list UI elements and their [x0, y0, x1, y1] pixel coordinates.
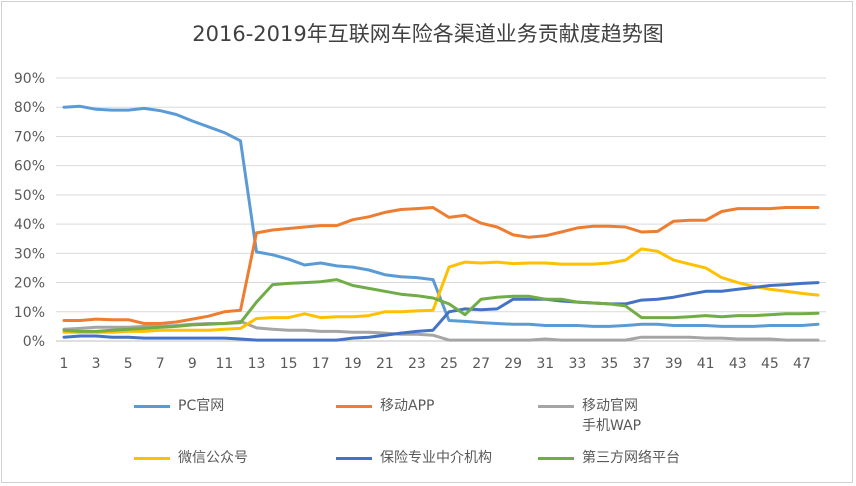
- x-tick-label: 45: [761, 356, 779, 372]
- y-axis-tick-labels: 0% 10% 20% 30% 40% 50% 60% 70% 80% 90%: [14, 71, 45, 350]
- legend-swatch: [336, 405, 372, 408]
- legend-label: 移动APP: [380, 398, 435, 414]
- legend-item: PC官网: [134, 396, 224, 416]
- x-tick-label: 33: [568, 356, 586, 372]
- legend-swatch: [336, 457, 372, 460]
- legend-swatch: [134, 457, 170, 460]
- legend-item: 移动APP: [336, 396, 434, 416]
- y-tick-label: 80%: [14, 100, 45, 116]
- y-tick-label: 60%: [14, 159, 45, 175]
- series-line-4: [62, 247, 820, 334]
- y-tick-label: 30%: [14, 246, 45, 262]
- y-tick-label: 70%: [14, 129, 45, 145]
- legend-item: 移动官网 手机WAP: [538, 396, 641, 436]
- legend-swatch: [134, 405, 170, 408]
- y-tick-label: 0%: [23, 334, 45, 350]
- x-tick-label: 9: [188, 356, 197, 372]
- x-tick-label: 3: [92, 356, 101, 372]
- series-line-5: [62, 281, 820, 342]
- x-tick-label: 15: [280, 356, 298, 372]
- x-tick-label: 25: [440, 356, 458, 372]
- y-tick-label: 40%: [14, 217, 45, 233]
- x-tick-label: 17: [312, 356, 330, 372]
- x-tick-label: 43: [729, 356, 747, 372]
- x-tick-label: 31: [536, 356, 554, 372]
- series-line-2: [62, 206, 820, 325]
- legend-swatch: [538, 405, 574, 408]
- x-tick-label: 27: [472, 356, 490, 372]
- legend-label: 移动官网 手机WAP: [582, 398, 642, 434]
- x-tick-label: 5: [124, 356, 133, 372]
- legend-label: 微信公众号: [178, 450, 248, 466]
- x-tick-label: 21: [376, 356, 394, 372]
- x-tick-label: 19: [344, 356, 362, 372]
- legend-label: 第三方网络平台: [582, 450, 680, 466]
- x-tick-label: 37: [633, 356, 651, 372]
- legend-item: 第三方网络平台: [538, 448, 680, 468]
- x-tick-label: 41: [697, 356, 715, 372]
- x-axis-tick-labels: 1 3 5 7 9 11 13 15 17 19 21 23 25 27 29 31 33 35 37 39 41 43 4…: [60, 356, 811, 372]
- y-tick-label: 90%: [14, 71, 45, 87]
- series-lines: [62, 104, 820, 342]
- y-tick-label: 50%: [14, 188, 45, 204]
- legend-label: 保险专业中介机构: [380, 450, 492, 466]
- x-tick-label: 29: [504, 356, 522, 372]
- x-tick-label: 11: [216, 356, 234, 372]
- gridlines: [56, 77, 826, 313]
- y-tick-label: 10%: [14, 305, 45, 321]
- legend-item: 微信公众号: [134, 448, 248, 468]
- x-tick-label: 7: [156, 356, 165, 372]
- x-tick-label: 1: [60, 356, 69, 372]
- x-tick-label: 47: [793, 356, 811, 372]
- x-tick-label: 13: [248, 356, 266, 372]
- chart-title: 2016-2019年互联网车险各渠道业务贡献度趋势图: [192, 22, 664, 46]
- x-tick-label: 39: [665, 356, 683, 372]
- series-line-6: [62, 278, 820, 333]
- y-tick-label: 20%: [14, 276, 45, 292]
- series-line-1: [62, 104, 820, 328]
- legend-item: 保险专业中介机构: [336, 448, 492, 468]
- legend-swatch: [538, 457, 574, 460]
- legend-label: PC官网: [178, 398, 225, 414]
- x-tick-label: 23: [408, 356, 426, 372]
- x-tick-label: 35: [601, 356, 619, 372]
